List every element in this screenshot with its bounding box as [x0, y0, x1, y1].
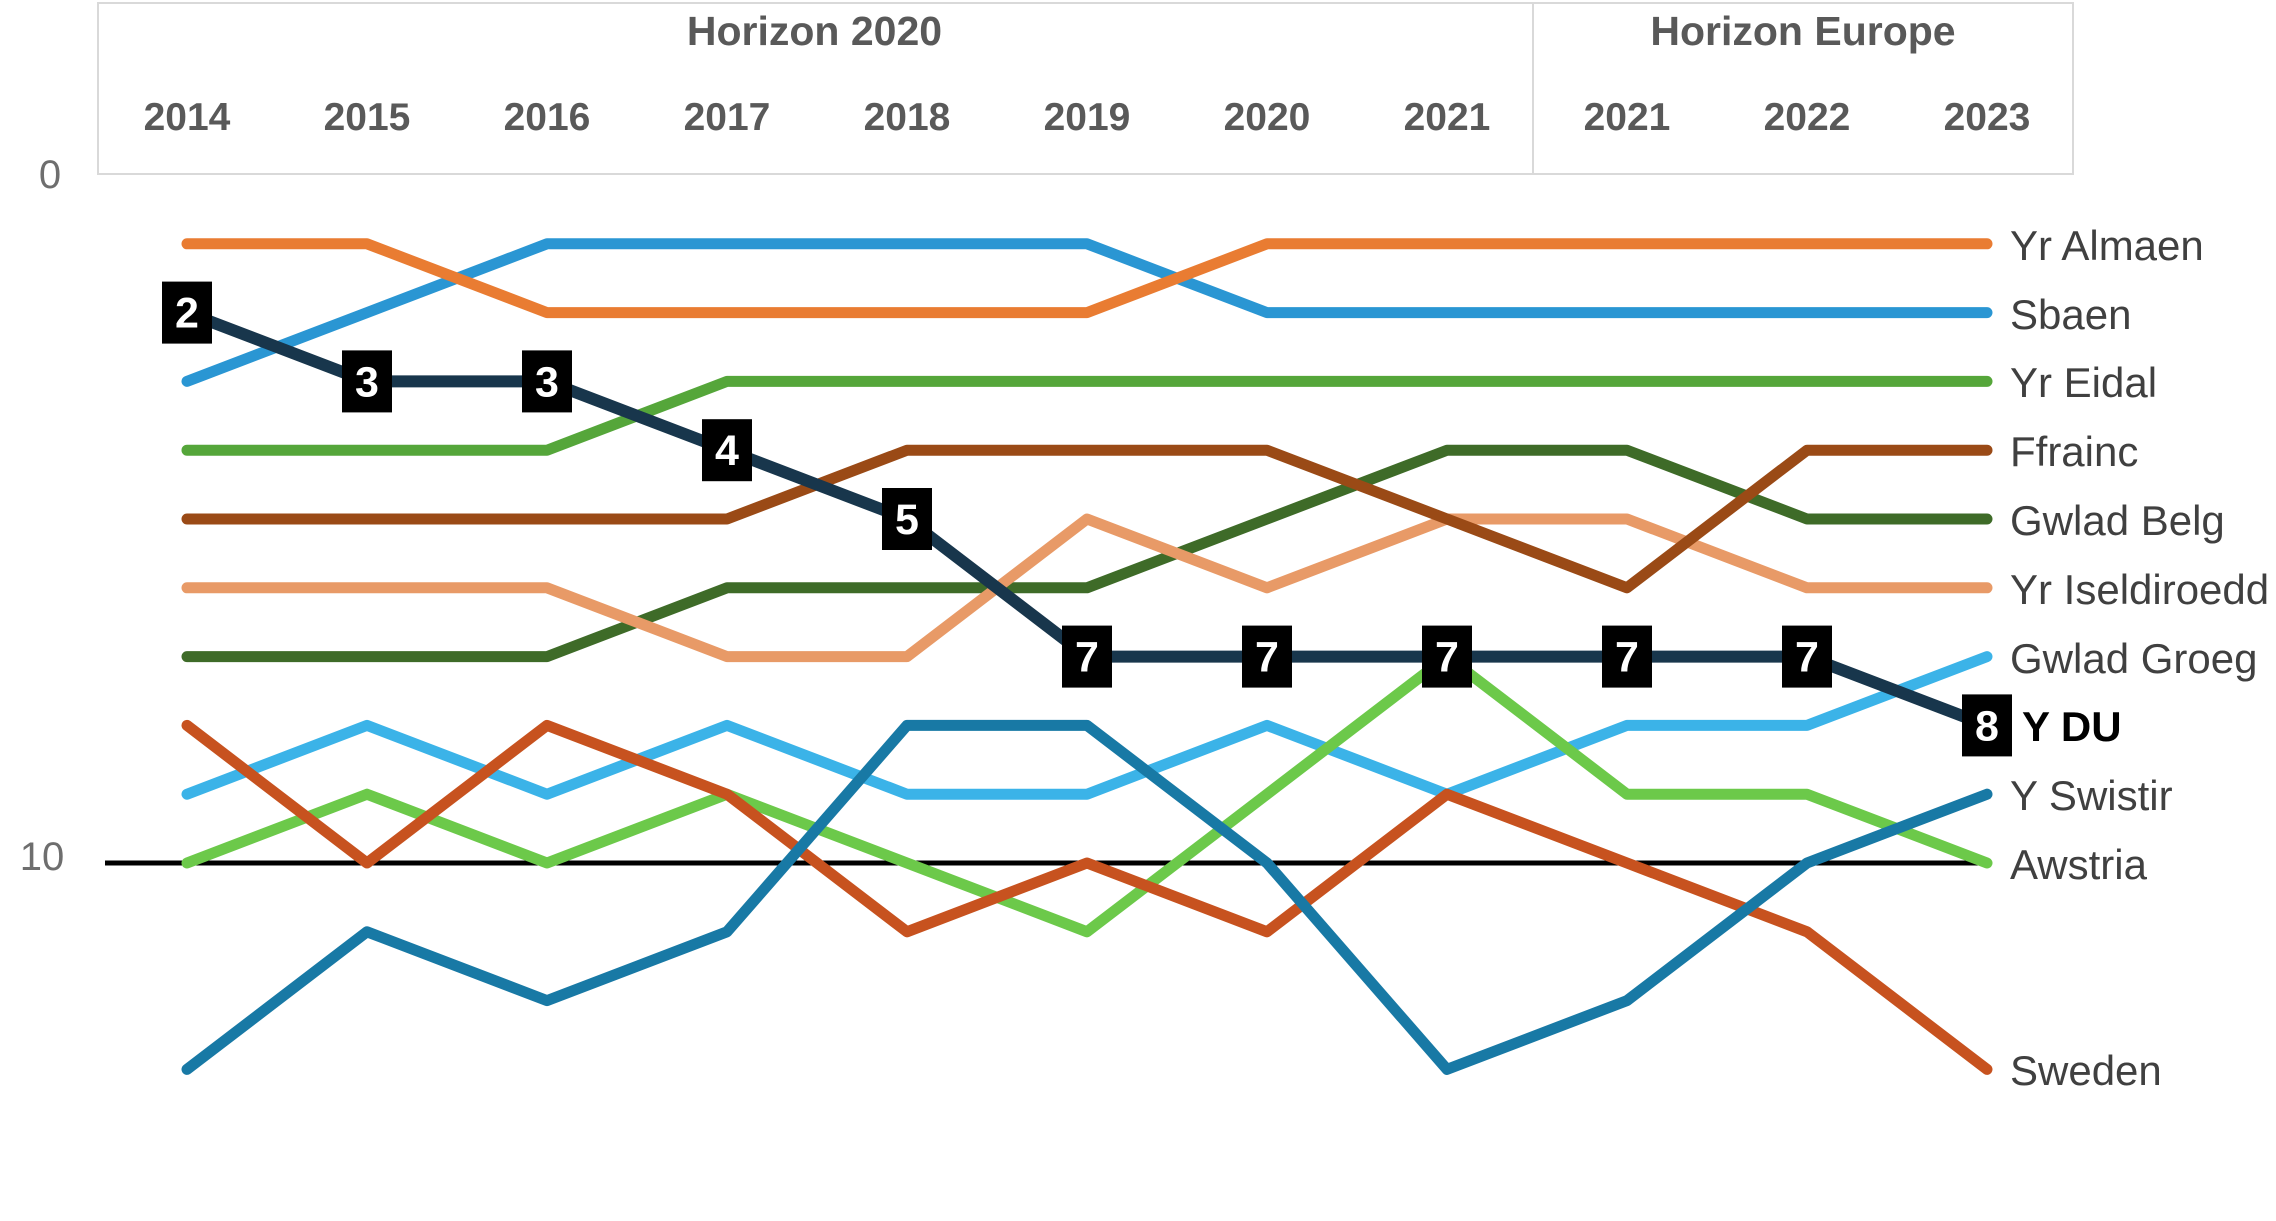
legend-label-yr-almaen: Yr Almaen	[2010, 221, 2204, 269]
header-program-divider	[1532, 2, 1534, 175]
rank-label-text-5: 7	[1075, 634, 1099, 682]
legend-label-yr-eidal: Yr Eidal	[2010, 359, 2158, 407]
series-line-yr-almaen	[181, 238, 1993, 319]
year-label-col10: 2023	[1943, 96, 2031, 139]
year-label-col7: 2021	[1403, 96, 1491, 139]
rank-label-box-2018-5	[882, 488, 932, 550]
rank-label-text-0: 2	[175, 290, 199, 338]
rank-label-box-2017-4	[702, 419, 752, 482]
rank-label-box-2015-3	[342, 350, 392, 413]
legend-label-ffrainc: Ffrainc	[2010, 428, 2139, 476]
series-line-sweden	[181, 719, 1993, 1075]
rank-label-box-2014-2	[162, 281, 212, 344]
series-line-ffrainc	[181, 444, 1993, 594]
rank-label-box-2016-3	[522, 350, 572, 413]
year-label-col3: 2017	[683, 96, 771, 139]
legend-label-sbaen: Sbaen	[2010, 290, 2132, 338]
series-line-awstria	[181, 651, 1993, 938]
year-label-col8: 2021	[1583, 96, 1671, 139]
rank-label-text-2: 3	[535, 358, 559, 406]
rank-label-box-2022-7	[1782, 625, 1832, 688]
rank-label-text-9: 7	[1795, 634, 1819, 682]
year-label-col2: 2016	[503, 96, 591, 139]
year-label-col0: 2014	[143, 96, 231, 139]
header-box	[97, 2, 2074, 175]
rank-label-text-8: 7	[1615, 634, 1639, 682]
rank-label-text-10: 8	[1975, 702, 1999, 750]
rank-label-box-2020-7	[1242, 625, 1292, 688]
legend-label-yr-iseldiroedd: Yr Iseldiroedd	[2010, 565, 2270, 613]
series-line-yr-eidal	[181, 375, 1993, 456]
y-axis-tick-0: 0	[38, 153, 62, 197]
rank-label-box-2019-7	[1062, 625, 1112, 688]
legend-label-y-swistir: Y Swistir	[2010, 772, 2173, 820]
rank-label-box-2023-8	[1962, 694, 2012, 757]
program-title-horizon-2020: Horizon 2020	[686, 8, 943, 54]
legend-label-gwlad-groeg: Gwlad Groeg	[2010, 634, 2258, 682]
rank-label-text-7: 7	[1435, 634, 1459, 682]
legend-label-gwlad-belg: Gwlad Belg	[2010, 497, 2225, 544]
series-line-gwlad-belg	[181, 444, 1993, 663]
rank-label-text-4: 5	[895, 496, 919, 544]
year-label-col4: 2018	[863, 96, 951, 139]
rank-label-text-3: 4	[715, 427, 739, 475]
legend-label-y-du: Y DU	[2022, 703, 2122, 751]
legend-label-awstria: Awstria	[2010, 841, 2147, 888]
rank-label-text-1: 3	[355, 358, 379, 406]
rank-label-box-2021-7	[1422, 625, 1472, 688]
year-label-col6: 2020	[1223, 96, 1311, 139]
year-label-col5: 2019	[1043, 96, 1131, 139]
legend-label-sweden: Sweden	[2010, 1047, 2162, 1095]
y-axis-tick-10: 10	[19, 835, 65, 879]
series-line-y-swistir	[181, 719, 1993, 1075]
rank-label-text-6: 7	[1255, 634, 1279, 682]
program-title-horizon-europe: Horizon Europe	[1650, 8, 1956, 54]
series-line-sbaen	[181, 238, 1993, 387]
year-label-col9: 2022	[1763, 96, 1851, 139]
year-label-col1: 2015	[323, 96, 411, 139]
rank-label-box-2021-7	[1602, 625, 1652, 688]
